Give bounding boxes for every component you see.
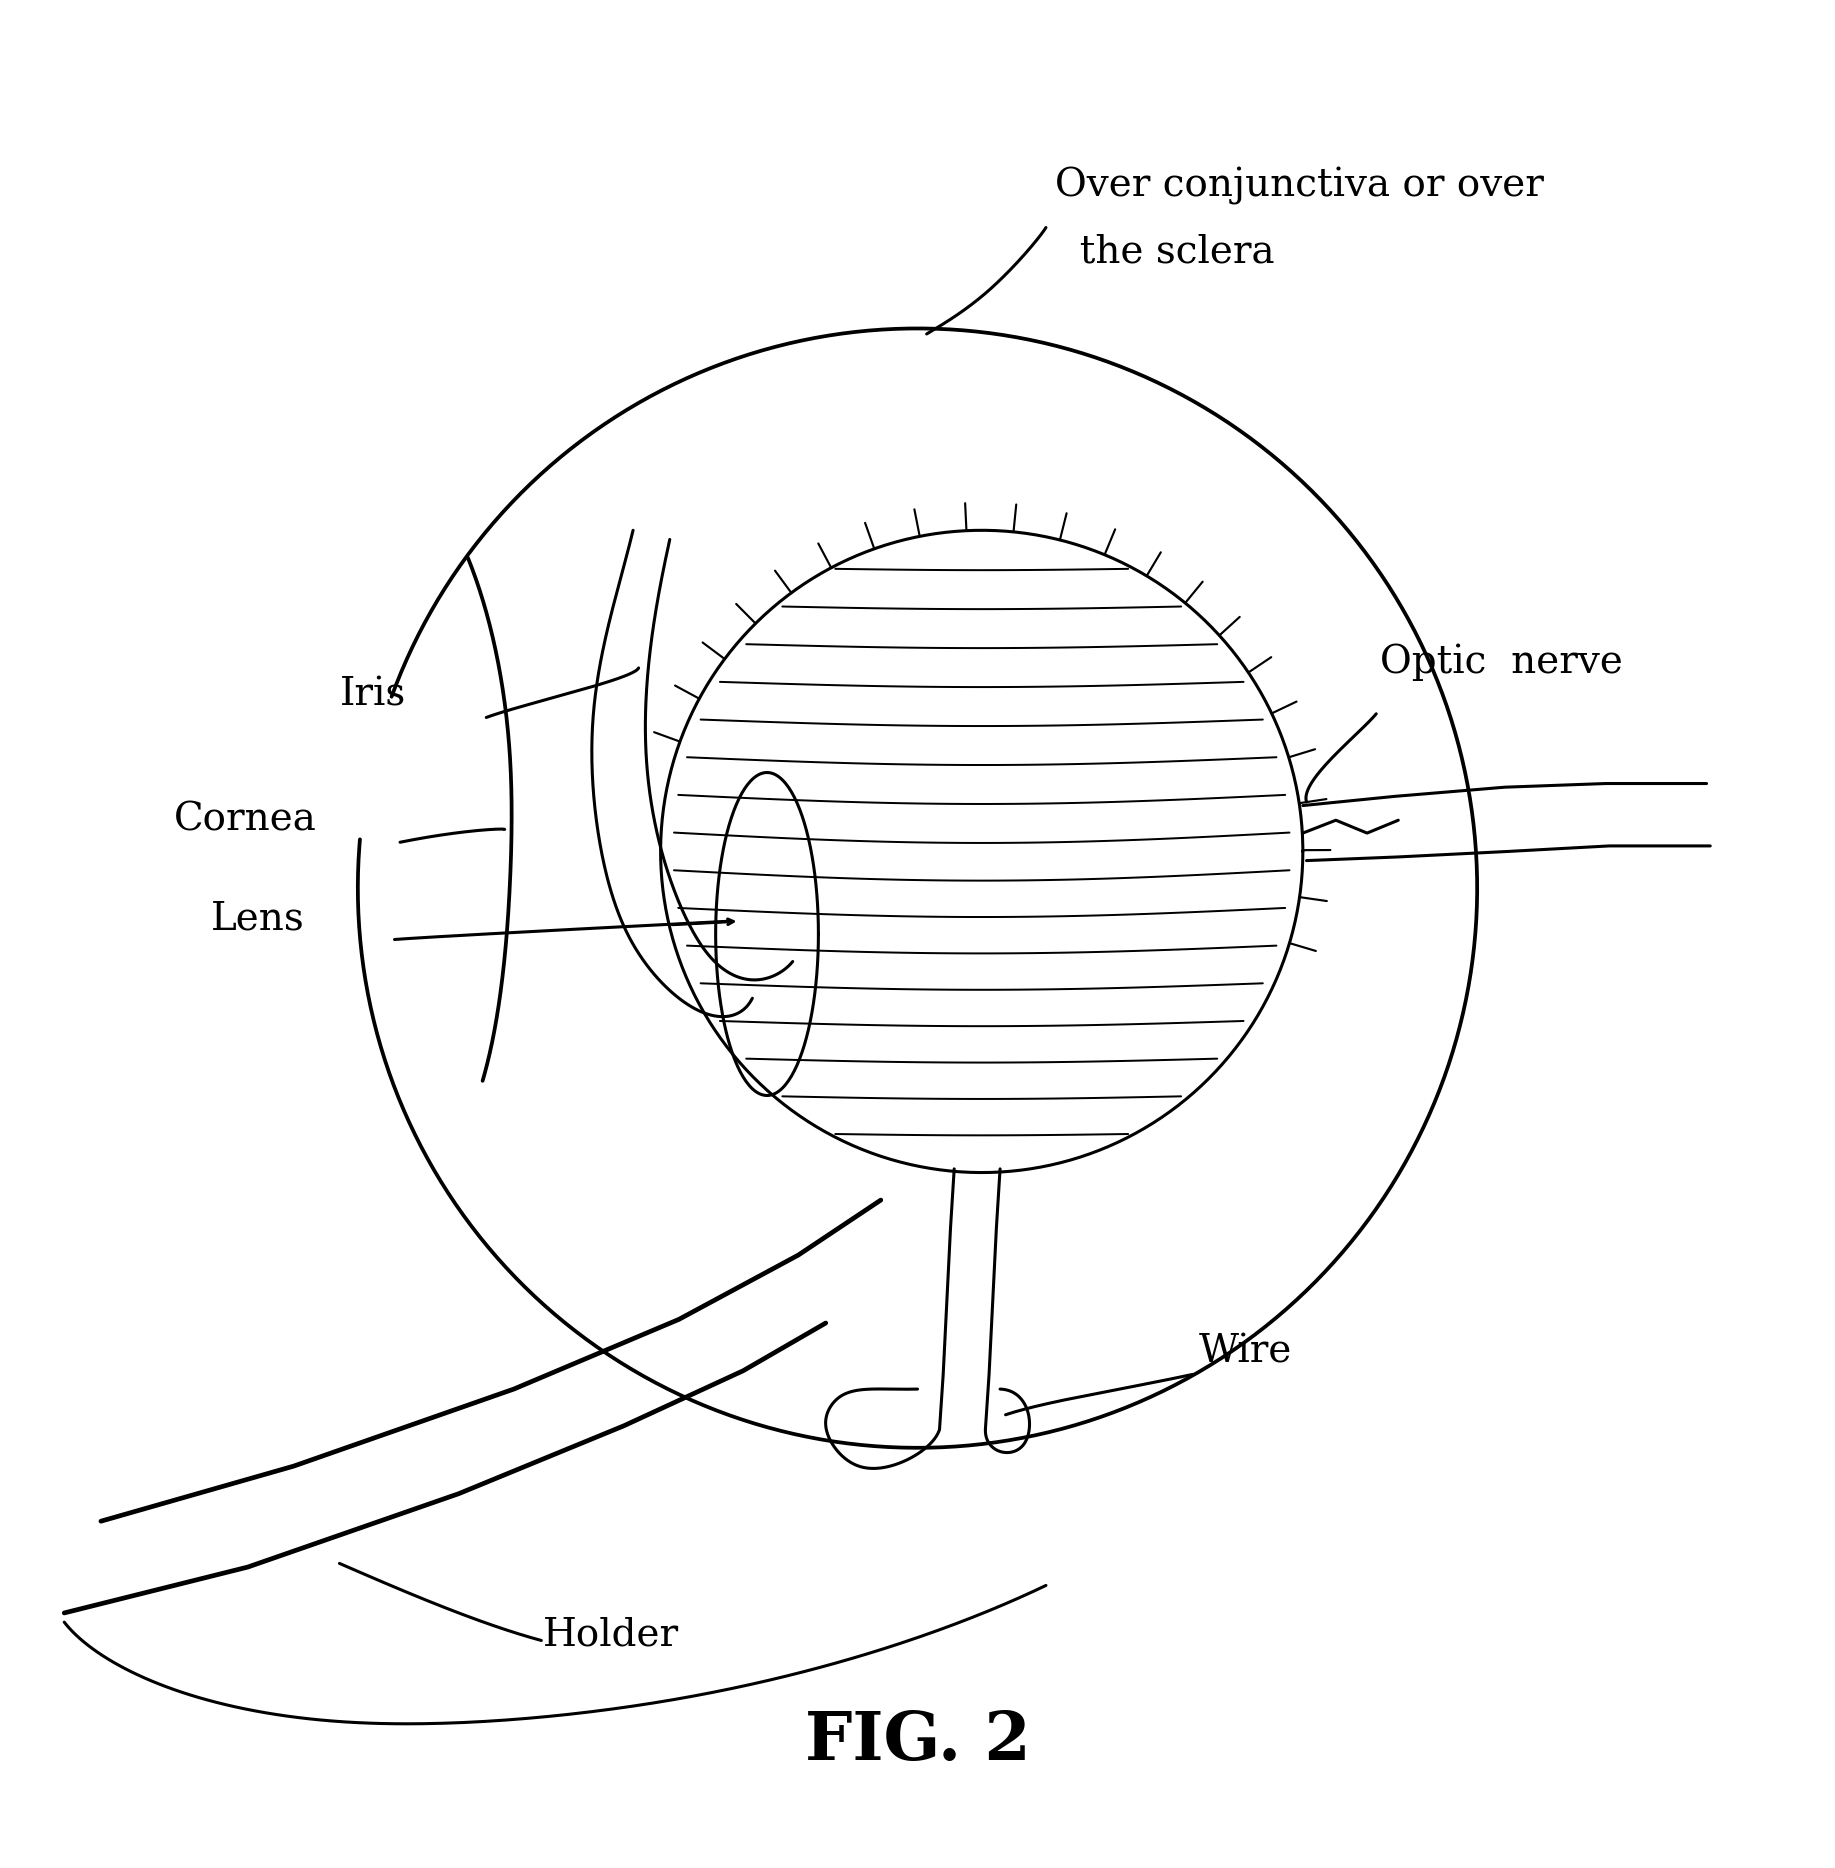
Text: Lens: Lens bbox=[211, 900, 305, 938]
Text: Wire: Wire bbox=[1198, 1334, 1292, 1371]
Text: the sclera: the sclera bbox=[1055, 234, 1275, 271]
Text: Cornea: Cornea bbox=[174, 801, 317, 839]
Text: Iris: Iris bbox=[339, 676, 406, 714]
Text: Over conjunctiva or over: Over conjunctiva or over bbox=[1055, 166, 1543, 205]
Text: Optic  nerve: Optic nerve bbox=[1380, 644, 1622, 682]
Text: Holder: Holder bbox=[543, 1616, 679, 1653]
Text: FIG. 2: FIG. 2 bbox=[804, 1709, 1031, 1775]
